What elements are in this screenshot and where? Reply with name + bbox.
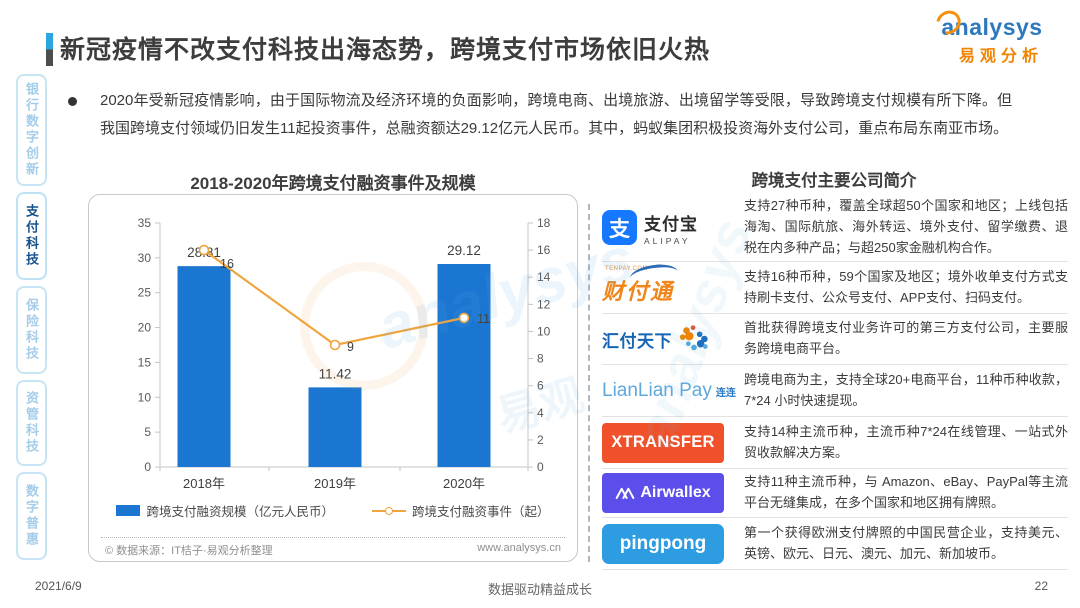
bar-legend-swatch-icon (116, 505, 141, 516)
analysys-brand-en: analysys (941, 14, 1043, 40)
sidebar-tab-3[interactable]: 保险科技 (16, 286, 47, 374)
svg-text:11: 11 (477, 312, 490, 326)
chart-source-left: © 数据来源：IT桔子·易观分析整理 (105, 545, 273, 557)
companies-panel-title: 跨境支付主要公司简介 (751, 172, 917, 190)
svg-text:20: 20 (138, 321, 152, 335)
svg-text:29.12: 29.12 (447, 243, 481, 258)
chart-title: 2018-2020年跨境支付融资事件及规模 (190, 174, 476, 193)
svg-text:11.42: 11.42 (319, 366, 352, 381)
svg-text:2: 2 (537, 433, 544, 447)
svg-text:10: 10 (537, 324, 551, 338)
airwallex-logo-icon: Airwallex (602, 473, 724, 513)
analysys-logo: analysys 易观分析 (922, 5, 1062, 66)
pingpong-logo-icon: pingpong (602, 523, 724, 564)
sidebar-tab-4[interactable]: 资管科技 (16, 380, 47, 466)
company-logo-cell: 汇付天下 (602, 323, 744, 355)
company-row-XTransfer: XTRANSFER 支持14种主流币种，主流币种7*24在线管理、一站式外贸收款解… (602, 417, 1068, 469)
svg-text:10: 10 (138, 390, 152, 404)
analysys-brand-cn: 易观分析 (958, 48, 1043, 65)
company-row-连连支付: LianLian Pay 连连 跨境电商为主，支持全球20+电商平台，11种币种收款… (602, 365, 1068, 417)
svg-text:16: 16 (220, 257, 234, 271)
bullet-dot-icon (68, 97, 77, 106)
line-legend-swatch-icon (372, 505, 406, 516)
svg-text:9: 9 (347, 340, 354, 354)
svg-text:35: 35 (138, 216, 152, 230)
chart-source-row: © 数据来源：IT桔子·易观分析整理 www.analysys.cn (105, 542, 561, 558)
svg-text:12: 12 (537, 297, 551, 311)
company-row-财付通: TENPAY.COM 财付通 支持16种币种，59个国家及地区；境外收单支付方式支持… (602, 261, 1068, 314)
svg-text:5: 5 (144, 425, 151, 439)
company-description: 第一个获得欧洲支付牌照的中国民营企业，支持美元、英镑、欧元、日元、澳元、加元、新… (744, 524, 1068, 561)
analysys-logo-text: analysys (932, 5, 1043, 41)
svg-text:2019年: 2019年 (314, 476, 356, 491)
company-logo-cell: 支支付宝 ALIPAY (602, 210, 744, 246)
chart-legend: 跨境支付融资规模（亿元人民币） 跨境支付融资事件（起） (89, 501, 577, 520)
svg-text:0: 0 (144, 460, 151, 474)
svg-text:16: 16 (537, 243, 551, 257)
company-row-支付宝: 支支付宝 ALIPAY 支持27种币种，覆盖全球超50个国家和地区；上线包括海淘、国… (602, 194, 1068, 262)
company-row-PingPong: pingpong 第一个获得欧洲支付牌照的中国民营企业，支持美元、英镑、欧元、日元… (602, 518, 1068, 570)
lianlianpay-logo-icon: LianLian Pay 连连 (602, 379, 736, 401)
company-description: 首批获得跨境支付业务许可的第三方支付公司，主要服务跨境电商平台。 (744, 320, 1068, 356)
svg-text:14: 14 (537, 270, 551, 284)
legend-label: 跨境支付融资规模（亿元人民币） (146, 505, 334, 519)
tenpay-logo-icon: TENPAY.COM 财付通 (602, 261, 680, 306)
legend-label: 跨境支付融资事件（起） (412, 505, 550, 519)
company-logo-cell: XTRANSFER (602, 422, 744, 463)
footer-date: 2021/6/9 (35, 579, 82, 593)
sidebar-tab-1[interactable]: 银行数字创新 (16, 74, 47, 186)
company-logo-cell: LianLian Pay 连连 (602, 380, 744, 402)
footer-page-number: 22 (1034, 579, 1048, 593)
svg-text:30: 30 (138, 251, 152, 265)
svg-text:2020年: 2020年 (443, 476, 485, 491)
sidebar-tab-5[interactable]: 数字普惠 (16, 472, 47, 560)
company-description: 支持16种币种，59个国家及地区；境外收单支付方式支持刷卡支付、公众号支付、AP… (744, 268, 1068, 305)
svg-text:25: 25 (138, 286, 152, 300)
vertical-dashed-divider (588, 204, 590, 562)
alipay-logo-icon: 支支付宝 ALIPAY (602, 210, 698, 246)
footer-slogan: 数据驱动精益成长 (487, 582, 592, 597)
title-accent-bar (46, 33, 53, 66)
airwallex-peaks-icon (616, 487, 635, 499)
company-row-汇付天下: 汇付天下 首批获得跨境支付业务许可的第三方支付公司，主要服务跨境电商平台。 (602, 314, 1068, 365)
company-description: 支持14种主流币种，主流币种7*24在线管理、一站式外贸收款解决方案。 (744, 423, 1068, 460)
chart-source-divider (101, 537, 565, 538)
sidebar-tab-2[interactable]: 支付科技 (16, 192, 47, 280)
svg-text:0: 0 (537, 460, 544, 474)
svg-text:8: 8 (537, 352, 544, 366)
huifu-pinwheel-icon (679, 325, 708, 351)
svg-text:6: 6 (537, 379, 544, 393)
companies-list: 支支付宝 ALIPAY 支持27种币种，覆盖全球超50个国家和地区；上线包括海淘、国… (602, 194, 1068, 570)
company-description: 跨境电商为主，支持全球20+电商平台，11种币种收款，7*24 小时快速提现。 (744, 371, 1068, 408)
page-title: 新冠疫情不改支付科技出海态势，跨境支付市场依旧火热 (60, 36, 711, 64)
svg-text:4: 4 (537, 406, 544, 420)
summary-paragraph: 2020年受新冠疫情影响，由于国际物流及经济环境的负面影响，跨境电商、出境旅游、… (100, 92, 1012, 137)
svg-text:15: 15 (138, 355, 152, 369)
chart-source-url: www.analysys.cn (477, 542, 561, 554)
huifu-logo-icon: 汇付天下 (602, 323, 711, 355)
company-description: 支持11种主流币种，与 Amazon、eBay、PayPal等主流平台无缝集成，… (744, 474, 1068, 510)
legend-item-bar: 跨境支付融资规模（亿元人民币） (116, 501, 334, 520)
svg-text:18: 18 (537, 216, 551, 230)
legend-item-line: 跨境支付融资事件（起） (372, 501, 550, 520)
company-logo-cell: pingpong (602, 523, 744, 564)
company-row-Airwallex: Airwallex 支持11种主流币种，与 Amazon、eBay、PayPal等… (602, 469, 1068, 518)
xtransfer-logo-icon: XTRANSFER (602, 422, 724, 463)
svg-text:2018年: 2018年 (183, 476, 225, 491)
company-logo-cell: Airwallex (602, 473, 744, 513)
company-description: 支持27种币种，覆盖全球超50个国家和地区；上线包括海淘、国际航旅、海外转运、境… (744, 198, 1068, 255)
finance-chart-svg: 0510152025303502468101214161828.8111.422… (138, 216, 551, 491)
finance-chart-card: 0510152025303502468101214161828.8111.422… (88, 194, 578, 562)
company-logo-cell: TENPAY.COM 财付通 (602, 261, 744, 306)
